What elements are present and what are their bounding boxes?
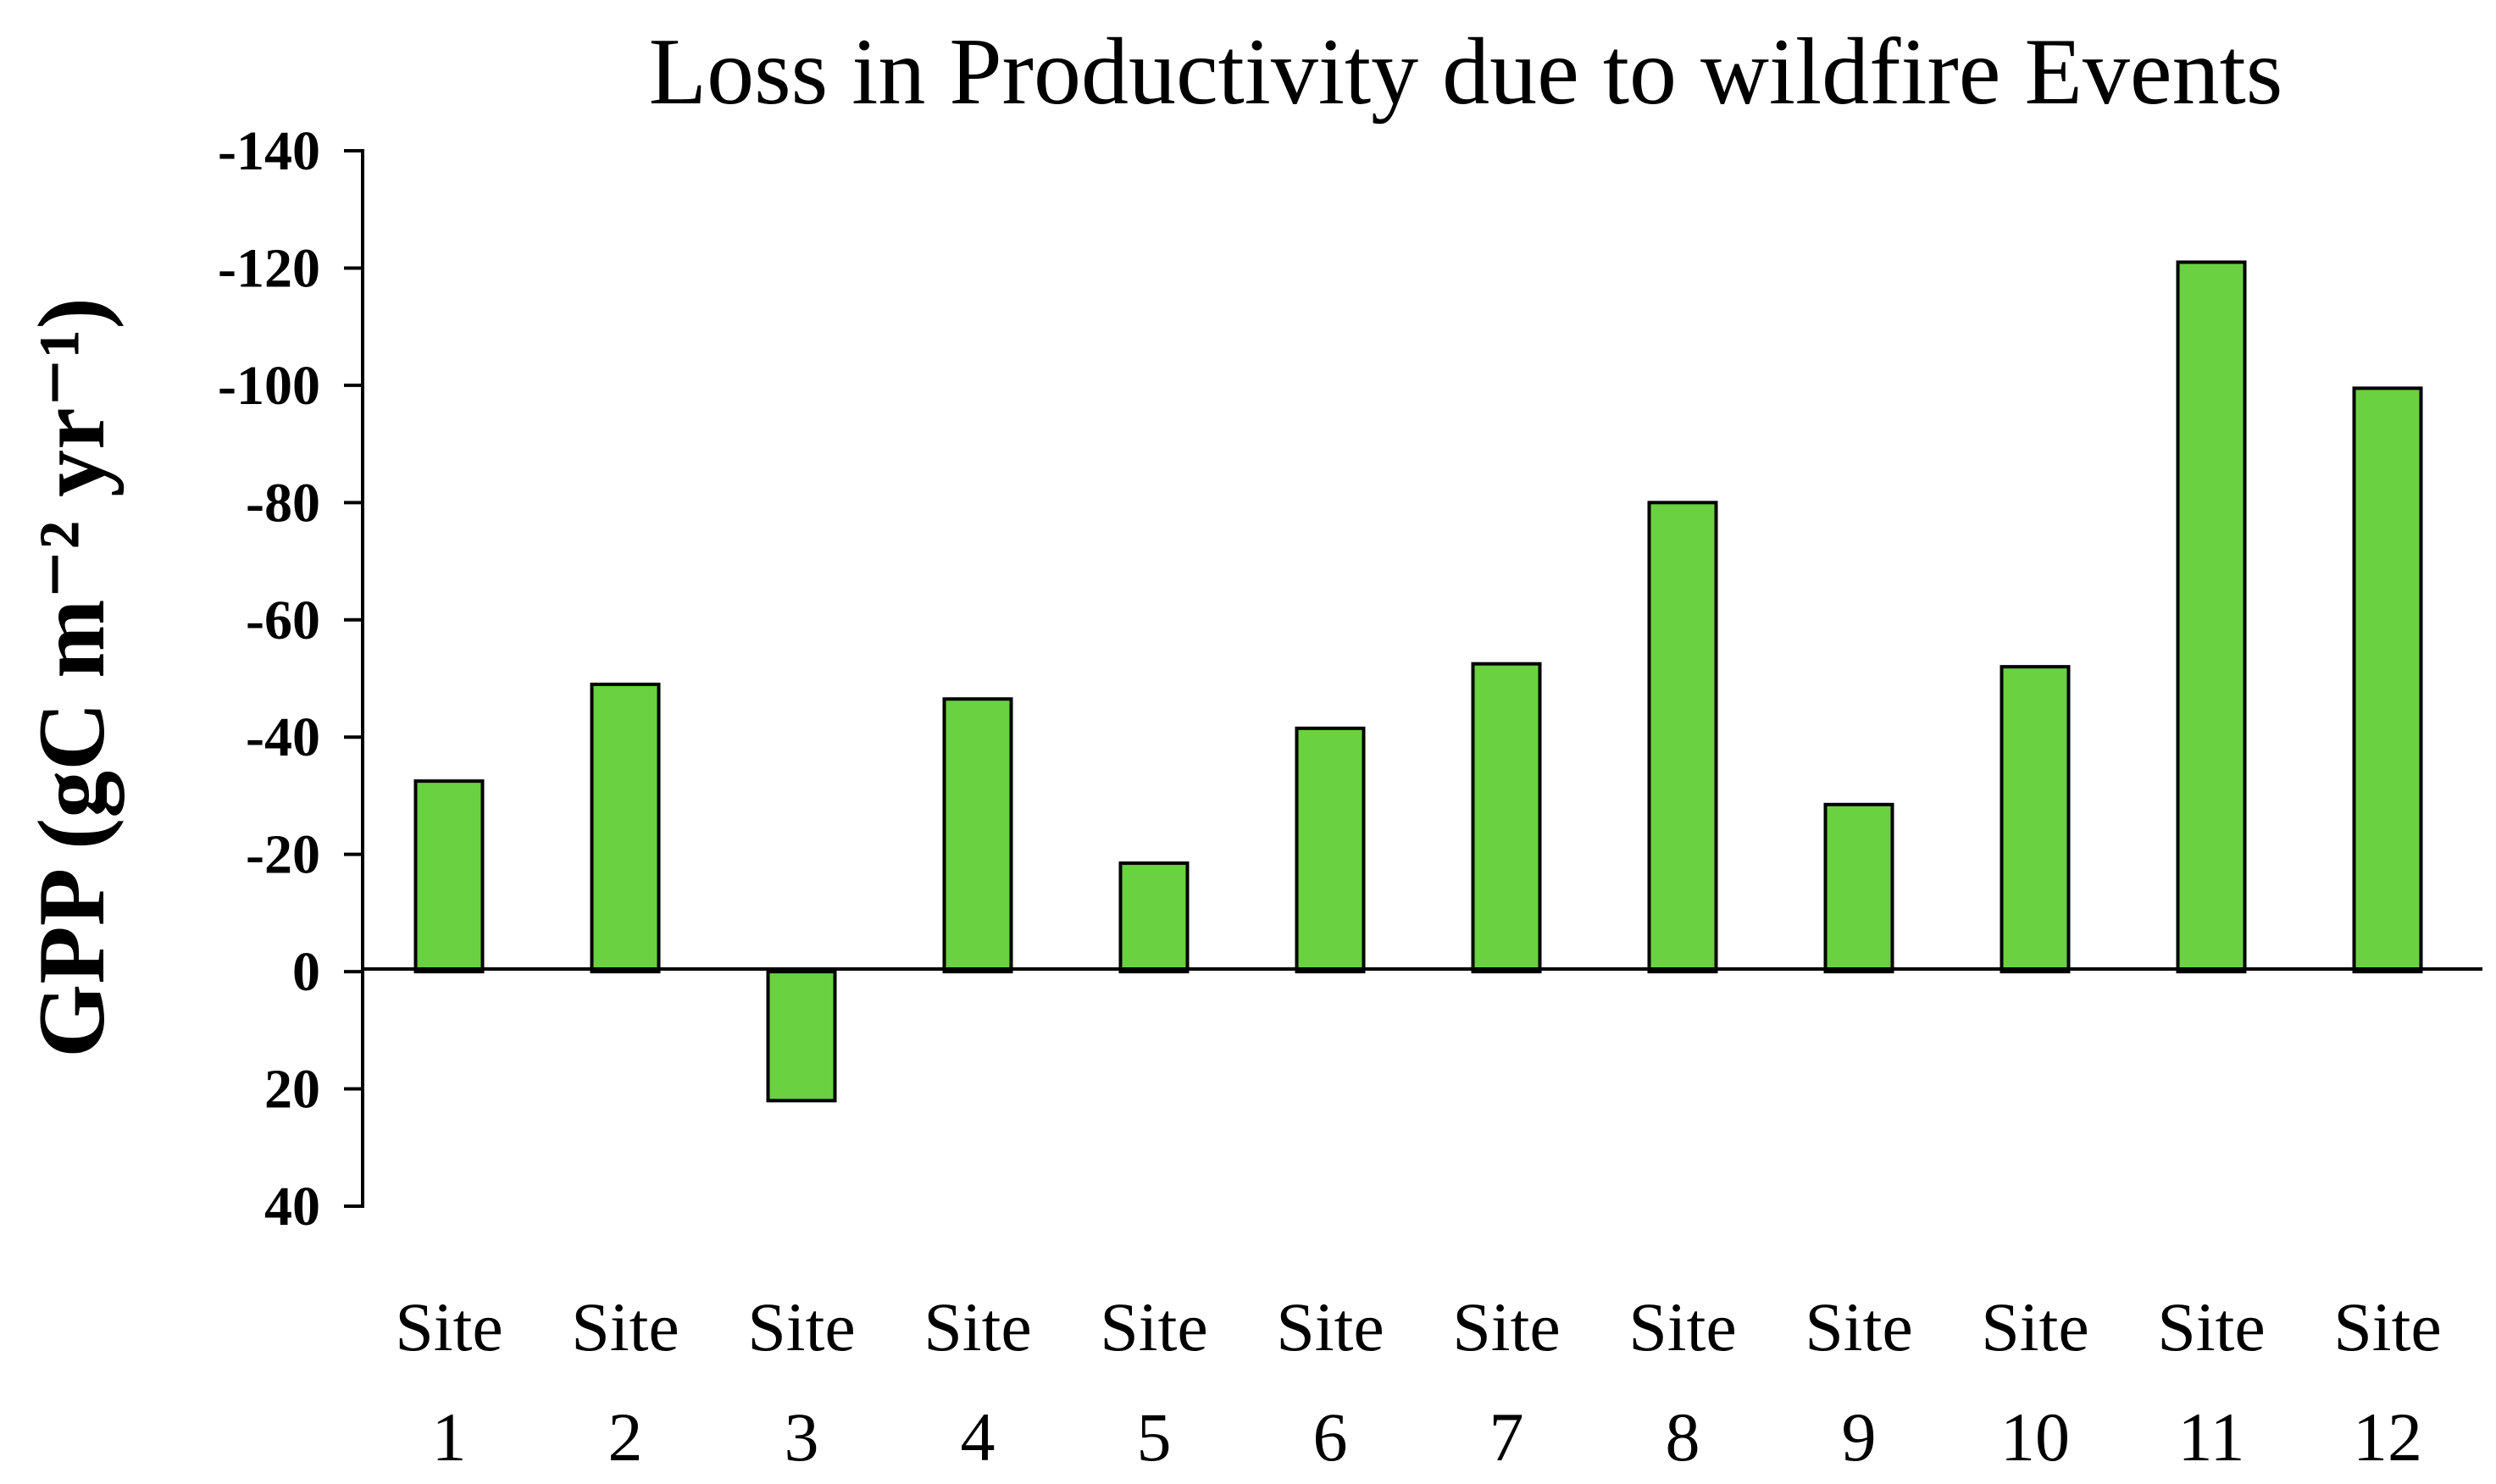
x-tick-label: 12 xyxy=(2353,1398,2422,1476)
x-tick-label: 2 xyxy=(608,1398,643,1476)
chart-title: Loss in Productivity due to wildfire Eve… xyxy=(649,19,2283,125)
x-tick-label: Site xyxy=(1276,1288,1384,1365)
x-tick-label: 1 xyxy=(432,1398,467,1476)
bar-site-10 xyxy=(2000,665,2071,974)
x-tick-label: Site xyxy=(747,1288,856,1365)
bar-site-3 xyxy=(766,970,837,1103)
x-tick-label: 10 xyxy=(2000,1398,2070,1476)
x-tick-label: 11 xyxy=(2178,1398,2245,1476)
x-tick-label: 7 xyxy=(1489,1398,1524,1476)
y-tick-label: -20 xyxy=(246,824,320,886)
x-tick-label: 6 xyxy=(1313,1398,1348,1476)
y-tick-label: 0 xyxy=(292,941,320,1003)
bar-site-12 xyxy=(2352,386,2423,974)
bar-site-9 xyxy=(1823,802,1894,974)
y-tick-label: -120 xyxy=(218,237,320,299)
y-tick-label: -100 xyxy=(218,355,320,417)
bar-site-5 xyxy=(1118,861,1190,974)
x-tick-label: Site xyxy=(924,1288,1032,1365)
x-tick-label: 8 xyxy=(1666,1398,1700,1476)
x-tick-label: Site xyxy=(1452,1288,1561,1365)
y-tick-label: -80 xyxy=(246,472,320,534)
bar-site-1 xyxy=(413,779,485,974)
y-tick-label: -140 xyxy=(218,120,320,182)
bar-site-4 xyxy=(942,697,1013,974)
x-tick-label: 4 xyxy=(961,1398,996,1476)
y-tick-label: 20 xyxy=(264,1059,320,1121)
bar-site-2 xyxy=(590,682,661,974)
bar-site-7 xyxy=(1471,662,1542,974)
x-tick-label: 9 xyxy=(1842,1398,1877,1476)
y-tick-label: -40 xyxy=(246,706,320,768)
x-tick-label: Site xyxy=(571,1288,679,1365)
x-tick-label: Site xyxy=(1100,1288,1208,1365)
x-tick-label: Site xyxy=(395,1288,503,1365)
y-tick-label: 40 xyxy=(264,1176,320,1238)
bar-site-8 xyxy=(1647,501,1718,974)
y-axis-label: GPP (gC m⁻² yr⁻¹) xyxy=(19,297,125,1058)
x-tick-label: Site xyxy=(1981,1288,2089,1365)
y-tick-label: -60 xyxy=(246,590,320,651)
x-tick-label: Site xyxy=(1628,1288,1737,1365)
bar-site-6 xyxy=(1295,726,1366,974)
x-tick-label: Site xyxy=(2157,1288,2266,1365)
x-tick-label: 5 xyxy=(1137,1398,1172,1476)
x-tick-label: 3 xyxy=(785,1398,819,1476)
x-tick-label: Site xyxy=(1805,1288,1913,1365)
x-tick-label: Site xyxy=(2333,1288,2442,1365)
bar-site-11 xyxy=(2176,260,2247,974)
